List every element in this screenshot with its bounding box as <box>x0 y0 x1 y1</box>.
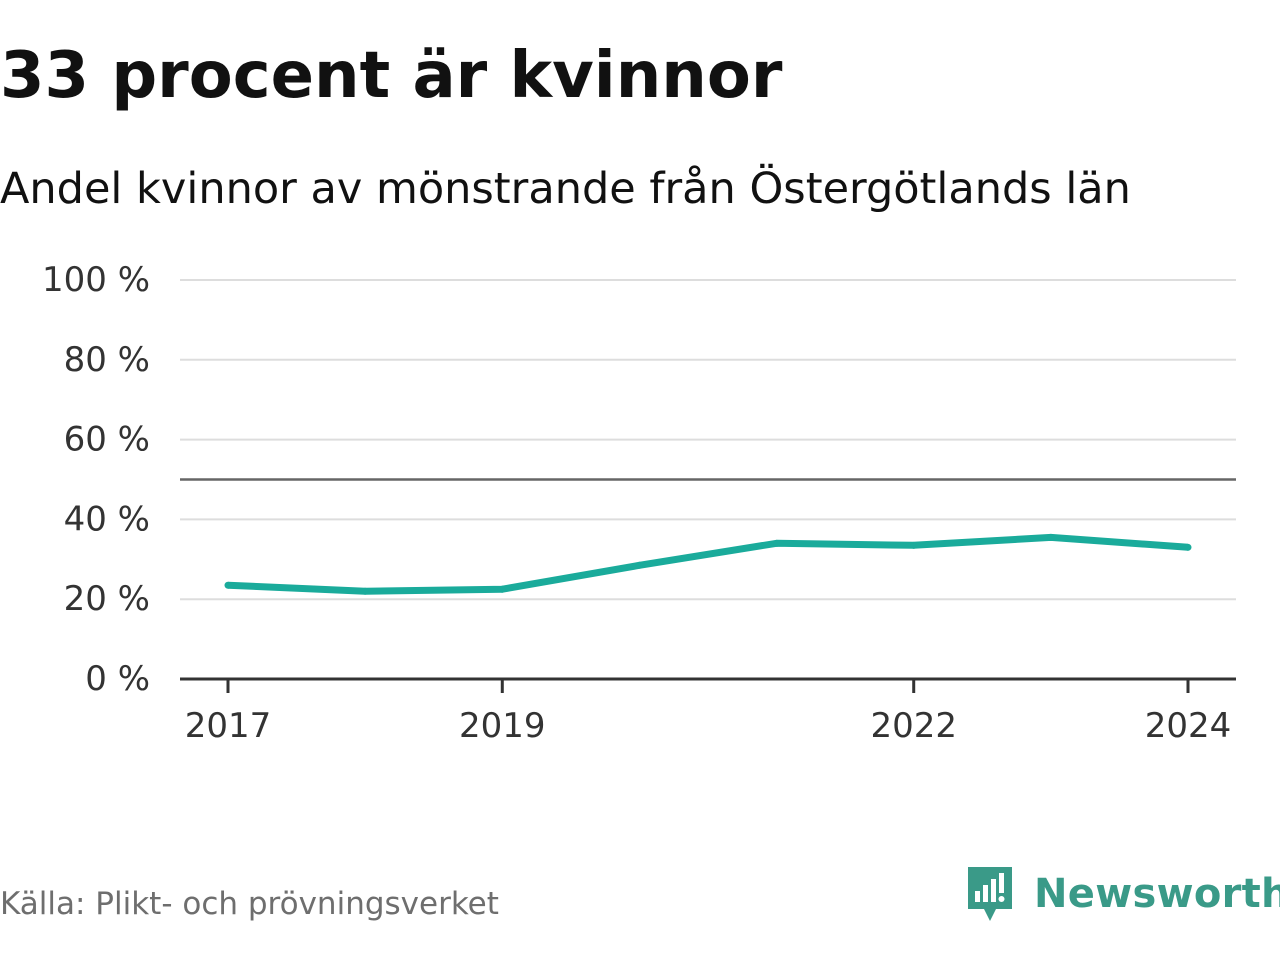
newsworthy-logo: Newsworthy <box>964 862 1280 926</box>
x-axis-labels: 2017 2019 2022 2024 <box>185 706 1232 746</box>
y-tick-label-40: 40 % <box>64 499 150 539</box>
data-point-2022 <box>910 541 918 549</box>
data-point-2017 <box>224 581 232 589</box>
newsworthy-logo-icon <box>968 867 1012 921</box>
data-point-2019 <box>498 585 506 593</box>
y-tick-label-100: 100 % <box>42 260 150 300</box>
x-tick-label-2019: 2019 <box>459 706 546 746</box>
series-line-0 <box>227 533 1189 595</box>
x-tick-label-2017: 2017 <box>185 706 272 746</box>
y-tick-label-20: 20 % <box>64 579 150 619</box>
y-tick-label-60: 60 % <box>64 420 150 460</box>
chart-subtitle: Andel kvinnor av mönstrande från Östergö… <box>0 164 1131 214</box>
series-group <box>224 533 1192 595</box>
gridlines <box>180 279 1236 601</box>
source-note: Källa: Plikt- och prövningsverket <box>0 886 499 922</box>
x-tick-label-2022: 2022 <box>870 706 957 746</box>
data-point-2023 <box>1047 533 1055 541</box>
data-point-2021 <box>773 539 781 547</box>
data-point-2024 <box>1184 543 1192 551</box>
brand-name: Newsworthy <box>1034 871 1280 917</box>
x-axis <box>180 677 1236 693</box>
data-point-2020 <box>635 561 643 569</box>
y-tick-label-0: 0 % <box>85 659 150 699</box>
y-axis-labels: 0 % 20 % 40 % 60 % 80 % 100 % <box>42 260 150 699</box>
chart-title: 33 procent är kvinnor <box>0 39 783 113</box>
data-point-2018 <box>361 587 369 595</box>
x-tick-label-2024: 2024 <box>1145 706 1232 746</box>
y-tick-label-80: 80 % <box>64 340 150 380</box>
